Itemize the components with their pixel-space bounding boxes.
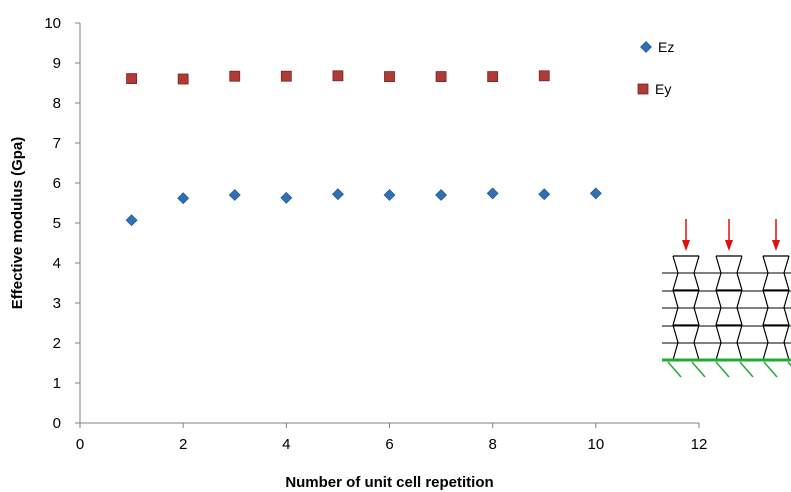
y-tick-label: 8 bbox=[53, 95, 61, 112]
lattice-cell bbox=[672, 289, 700, 326]
point-ez bbox=[331, 188, 344, 201]
x-axis-title: Number of unit cell repetition bbox=[285, 474, 493, 491]
y-tick-label: 5 bbox=[53, 215, 61, 232]
lattice-cell bbox=[762, 324, 790, 361]
lattice-inset-diagram bbox=[662, 219, 791, 378]
legend: Ez Ey bbox=[637, 39, 674, 97]
point-ez bbox=[125, 214, 138, 227]
point-ey bbox=[487, 71, 499, 82]
y-tick-label: 1 bbox=[53, 375, 61, 392]
lattice-cell bbox=[715, 255, 743, 291]
x-tick-label: 10 bbox=[587, 436, 604, 453]
point-ey bbox=[229, 70, 241, 82]
support-hatch bbox=[763, 361, 778, 378]
lattice-cell bbox=[715, 324, 743, 361]
lattice-cell bbox=[715, 289, 743, 326]
x-tick-label: 0 bbox=[76, 436, 84, 453]
y-tick-label: 3 bbox=[53, 295, 61, 312]
point-ez bbox=[538, 188, 551, 201]
point-ey bbox=[384, 71, 395, 82]
point-ez bbox=[435, 189, 448, 201]
lattice-cell bbox=[762, 289, 790, 326]
point-ey bbox=[177, 73, 189, 85]
lattice-cell bbox=[672, 255, 700, 291]
x-tick-label: 6 bbox=[385, 436, 393, 453]
y-tick-label: 0 bbox=[53, 415, 61, 432]
load-arrow-head bbox=[682, 240, 690, 251]
y-tick-label: 2 bbox=[53, 335, 61, 352]
series-ez bbox=[125, 187, 602, 227]
point-ey bbox=[435, 71, 447, 82]
load-arrow-head bbox=[725, 240, 733, 251]
x-tick-label: 8 bbox=[488, 436, 496, 453]
point-ez bbox=[589, 187, 602, 200]
point-ez bbox=[383, 189, 396, 201]
x-tick-label: 4 bbox=[282, 436, 290, 453]
support-hatch bbox=[667, 361, 682, 378]
y-axis-ticks: 0 1 2 3 4 5 6 7 8 9 10 bbox=[44, 15, 80, 432]
legend-marker-ez bbox=[640, 41, 652, 53]
point-ey bbox=[332, 70, 344, 82]
y-tick-label: 9 bbox=[53, 55, 61, 72]
support-hatch bbox=[691, 361, 706, 378]
point-ez bbox=[228, 189, 241, 201]
x-tick-label: 12 bbox=[691, 436, 708, 453]
point-ez bbox=[177, 192, 190, 205]
support-hatch bbox=[715, 361, 730, 378]
y-tick-label: 4 bbox=[53, 255, 61, 272]
lattice-cell bbox=[672, 324, 700, 361]
y-tick-label: 6 bbox=[53, 175, 61, 192]
point-ez bbox=[280, 191, 293, 204]
legend-label-ey: Ey bbox=[655, 81, 671, 97]
y-tick-label: 10 bbox=[44, 15, 61, 32]
x-tick-label: 2 bbox=[179, 436, 187, 453]
support-hatch bbox=[787, 361, 791, 367]
series-ey bbox=[126, 70, 550, 85]
y-tick-label: 7 bbox=[53, 135, 61, 152]
point-ey bbox=[280, 70, 292, 82]
legend-label-ez: Ez bbox=[658, 39, 674, 55]
point-ey bbox=[126, 73, 137, 84]
x-axis-ticks: 0 2 4 6 8 10 12 bbox=[76, 423, 708, 453]
y-axis-title: Effective modulus (Gpa) bbox=[9, 137, 26, 310]
point-ey bbox=[538, 70, 550, 82]
lattice-cell bbox=[762, 255, 790, 291]
support-hatch bbox=[739, 361, 754, 378]
legend-marker-ey bbox=[637, 83, 649, 95]
series-layer bbox=[125, 70, 602, 227]
load-arrow-head bbox=[772, 240, 780, 251]
point-ez bbox=[486, 187, 499, 200]
